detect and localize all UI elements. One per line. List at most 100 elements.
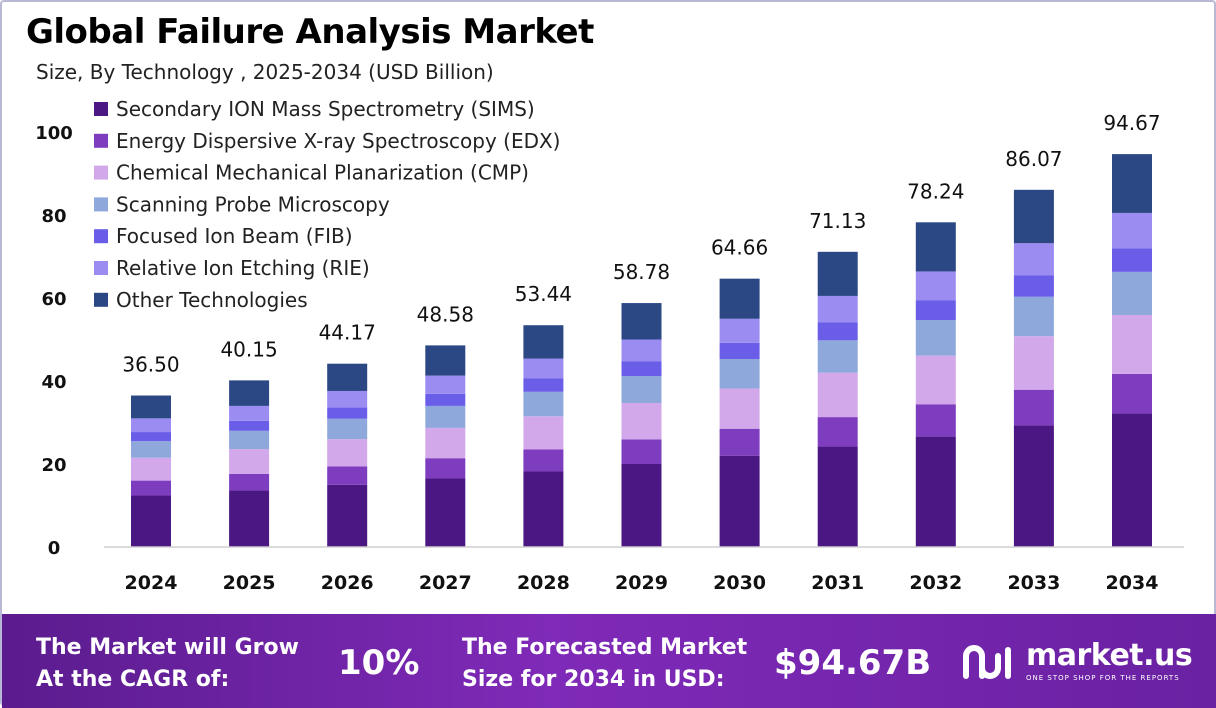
bar-segment[interactable] bbox=[817, 295, 858, 323]
bar-segment[interactable] bbox=[621, 439, 662, 464]
bar-segment[interactable] bbox=[621, 339, 662, 362]
bar-segment[interactable] bbox=[1112, 373, 1152, 414]
bar-segment[interactable] bbox=[327, 484, 368, 547]
x-tick-label: 2027 bbox=[419, 572, 472, 594]
bar-segment[interactable] bbox=[327, 390, 368, 408]
market-size-value: $94.67B bbox=[774, 643, 932, 683]
bar-segment[interactable] bbox=[523, 378, 564, 392]
bar-segment[interactable] bbox=[229, 380, 270, 406]
bar-segment[interactable] bbox=[915, 404, 956, 437]
bar-segment[interactable] bbox=[915, 319, 956, 356]
bar-segment[interactable] bbox=[425, 405, 466, 428]
bar-segment[interactable] bbox=[327, 439, 368, 467]
bar-segment[interactable] bbox=[425, 393, 466, 406]
bar-segment[interactable] bbox=[327, 466, 368, 485]
bar-segment[interactable] bbox=[719, 318, 760, 343]
cagr-value: 10% bbox=[338, 643, 420, 683]
y-tick-label: 40 bbox=[41, 372, 66, 393]
legend-label: Focused Ion Beam (FIB) bbox=[116, 224, 353, 248]
bar-segment[interactable] bbox=[1013, 389, 1054, 426]
bar-segment[interactable] bbox=[131, 418, 171, 433]
bar-segment[interactable] bbox=[915, 222, 956, 272]
bar-segment[interactable] bbox=[229, 420, 270, 431]
brand-name: market.us bbox=[1026, 638, 1193, 673]
bar-segment[interactable] bbox=[229, 430, 270, 450]
bar-segment[interactable] bbox=[719, 359, 760, 389]
bar-segment[interactable] bbox=[621, 376, 662, 403]
bar-segment[interactable] bbox=[131, 480, 171, 496]
bar-segment[interactable] bbox=[131, 432, 171, 442]
bar-segment[interactable] bbox=[915, 271, 956, 301]
chart-subtitle: Size, By Technology , 2025-2034 (USD Bil… bbox=[36, 60, 494, 84]
bar-segment[interactable] bbox=[131, 441, 171, 458]
bar-segment[interactable] bbox=[1013, 275, 1054, 297]
bar-segment[interactable] bbox=[719, 278, 760, 319]
bar-segment[interactable] bbox=[523, 358, 564, 379]
brand-logo[interactable]: market.us ONE STOP SHOP FOR THE REPORTS bbox=[962, 638, 1202, 688]
bar-segment[interactable] bbox=[817, 372, 858, 418]
bar-segment[interactable] bbox=[229, 449, 270, 474]
bar-segment[interactable] bbox=[425, 427, 466, 459]
bar-segment[interactable] bbox=[523, 471, 564, 547]
total-data-label: 71.13 bbox=[809, 209, 866, 233]
bar-segment[interactable] bbox=[1112, 413, 1152, 547]
legend-swatch bbox=[94, 133, 108, 148]
bar-segment[interactable] bbox=[1013, 296, 1054, 337]
bar-segment[interactable] bbox=[327, 418, 368, 440]
bar-segment[interactable] bbox=[915, 436, 956, 547]
y-tick-label: 60 bbox=[41, 289, 66, 310]
bar-segment[interactable] bbox=[425, 375, 466, 394]
x-tick-label: 2024 bbox=[125, 572, 178, 594]
bar-segment[interactable] bbox=[817, 417, 858, 447]
bar-segment[interactable] bbox=[1013, 189, 1054, 244]
bar-segment[interactable] bbox=[1013, 243, 1054, 276]
bar-segment[interactable] bbox=[229, 405, 270, 421]
bar-segment[interactable] bbox=[817, 340, 858, 373]
x-tick-label: 2033 bbox=[1007, 572, 1060, 594]
bar-segment[interactable] bbox=[1013, 425, 1054, 547]
legend-label: Relative Ion Etching (RIE) bbox=[116, 256, 370, 280]
bar-segment[interactable] bbox=[327, 407, 368, 419]
bar-segment[interactable] bbox=[523, 391, 564, 417]
bar-segment[interactable] bbox=[425, 345, 466, 376]
bar-segment[interactable] bbox=[131, 457, 171, 481]
bar-segment[interactable] bbox=[621, 464, 662, 547]
bar-segment[interactable] bbox=[229, 473, 270, 491]
legend-swatch bbox=[94, 165, 108, 180]
bar-segment[interactable] bbox=[1112, 248, 1152, 272]
total-data-label: 86.07 bbox=[1005, 147, 1062, 171]
bar-segment[interactable] bbox=[523, 416, 564, 450]
bar-segment[interactable] bbox=[1112, 271, 1152, 316]
bar-segment[interactable] bbox=[425, 458, 466, 479]
bar-segment[interactable] bbox=[523, 449, 564, 472]
bar-segment[interactable] bbox=[131, 395, 171, 419]
cagr-label: The Market will Grow At the CAGR of: bbox=[36, 632, 299, 696]
bar-segment[interactable] bbox=[719, 342, 760, 360]
legend-swatch bbox=[94, 229, 108, 244]
bar-segment[interactable] bbox=[229, 490, 270, 547]
bar-segment[interactable] bbox=[327, 363, 368, 391]
bar-segment[interactable] bbox=[621, 361, 662, 377]
total-data-label: 58.78 bbox=[613, 260, 670, 284]
bar-segment[interactable] bbox=[915, 355, 956, 405]
bar-segment[interactable] bbox=[1013, 336, 1054, 390]
bar-segment[interactable] bbox=[131, 495, 171, 547]
bar-segment[interactable] bbox=[915, 300, 956, 320]
bar-segment[interactable] bbox=[1112, 154, 1152, 213]
bar-segment[interactable] bbox=[817, 446, 858, 547]
bar-segment[interactable] bbox=[719, 428, 760, 456]
stacked-bar-chart: 0 20 40 60 80 100 36.50 40.15 44.17 48.58 53.44 58… bbox=[35, 97, 1184, 594]
bar-segment[interactable] bbox=[523, 325, 564, 359]
bar-segment[interactable] bbox=[1112, 212, 1152, 249]
bar-segment[interactable] bbox=[719, 455, 760, 547]
bar-segment[interactable] bbox=[719, 388, 760, 429]
bar-segment[interactable] bbox=[817, 251, 858, 296]
bar-segment[interactable] bbox=[621, 402, 662, 440]
bar-segment[interactable] bbox=[425, 478, 466, 547]
chart-title: Global Failure Analysis Market bbox=[26, 12, 594, 52]
y-tick-label: 80 bbox=[41, 206, 66, 227]
bar-segment[interactable] bbox=[817, 322, 858, 341]
bar-segment[interactable] bbox=[621, 303, 662, 340]
bar-segment[interactable] bbox=[1112, 315, 1152, 374]
